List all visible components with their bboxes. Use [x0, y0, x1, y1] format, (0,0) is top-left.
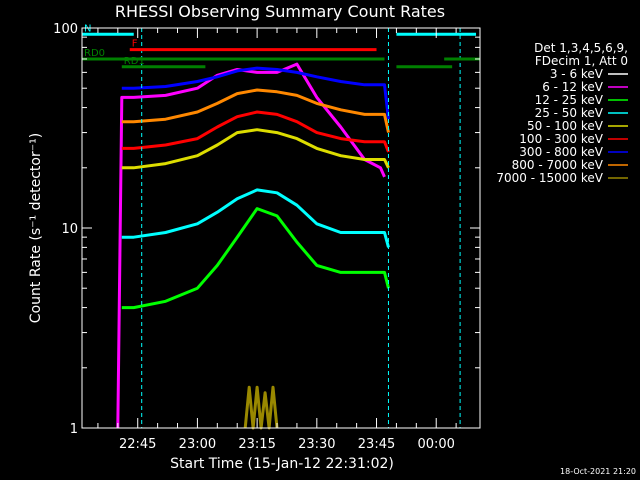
legend-header-line-1: Det 1,3,4,5,6,9, [534, 41, 628, 55]
footer-date: 18-Oct-2021 21:20 [560, 467, 636, 476]
series-line-100-300-kev [121, 110, 390, 153]
legend-label-800-7000-kev: 800 - 7000 keV [512, 158, 604, 172]
legend-label-300-800-kev: 300 - 800 keV [519, 145, 603, 159]
x-tick-label-23-00: 23:00 [179, 437, 216, 452]
flag-label-f: F [132, 39, 138, 50]
y-axis-label: Count Rate (s⁻¹ detector⁻¹) [28, 133, 44, 323]
legend-label-25-50-kev: 25 - 50 keV [535, 106, 604, 120]
y-tick-label-100: 100 [53, 22, 78, 37]
x-tick-label-00-00: 00:00 [417, 437, 454, 452]
series-line-800-7000-kev [121, 88, 390, 133]
chart-title: RHESSI Observing Summary Count Rates [115, 2, 445, 21]
series-line-50-100-kev [121, 128, 390, 170]
x-tick-label-23-45: 23:45 [358, 437, 395, 452]
series-line-6-12-kev [116, 62, 386, 429]
legend-label-3-6-kev: 3 - 6 keV [550, 67, 604, 81]
flag-label-n: N [84, 23, 91, 34]
x-tick-label-23-30: 23:30 [298, 437, 335, 452]
legend-label-7000-15000-kev: 7000 - 15000 keV [496, 171, 603, 185]
axis-layer: 1 10 100 22:45 23:00 23:15 23:30 23:45 00:00 [53, 22, 480, 452]
series-layer [116, 37, 398, 430]
y-tick-label-10: 10 [61, 222, 78, 237]
flag-label-rd1: RD1 [124, 56, 145, 67]
series-line-12-25-kev [121, 207, 390, 310]
legend-header-line-2: FDecim 1, Att 0 [535, 54, 628, 68]
legend-label-100-300-kev: 100 - 300 keV [519, 132, 603, 146]
series-line-300-800-kev [121, 66, 390, 120]
x-axis-label: Start Time (15-Jan-12 22:31:02) [170, 456, 394, 472]
legend-label-6-12-kev: 6 - 12 keV [542, 80, 604, 94]
legend-label-50-100-kev: 50 - 100 keV [527, 119, 604, 133]
series-line-25-50-kev [121, 188, 390, 248]
y-tick-label-1: 1 [70, 422, 78, 437]
flag-label-rd0: RD0 [84, 48, 105, 59]
series-line-3-6-kev [116, 37, 398, 429]
legend-label-12-25-kev: 12 - 25 keV [535, 93, 604, 107]
x-tick-label-22-45: 22:45 [119, 437, 156, 452]
x-tick-label-23-15: 23:15 [238, 437, 275, 452]
